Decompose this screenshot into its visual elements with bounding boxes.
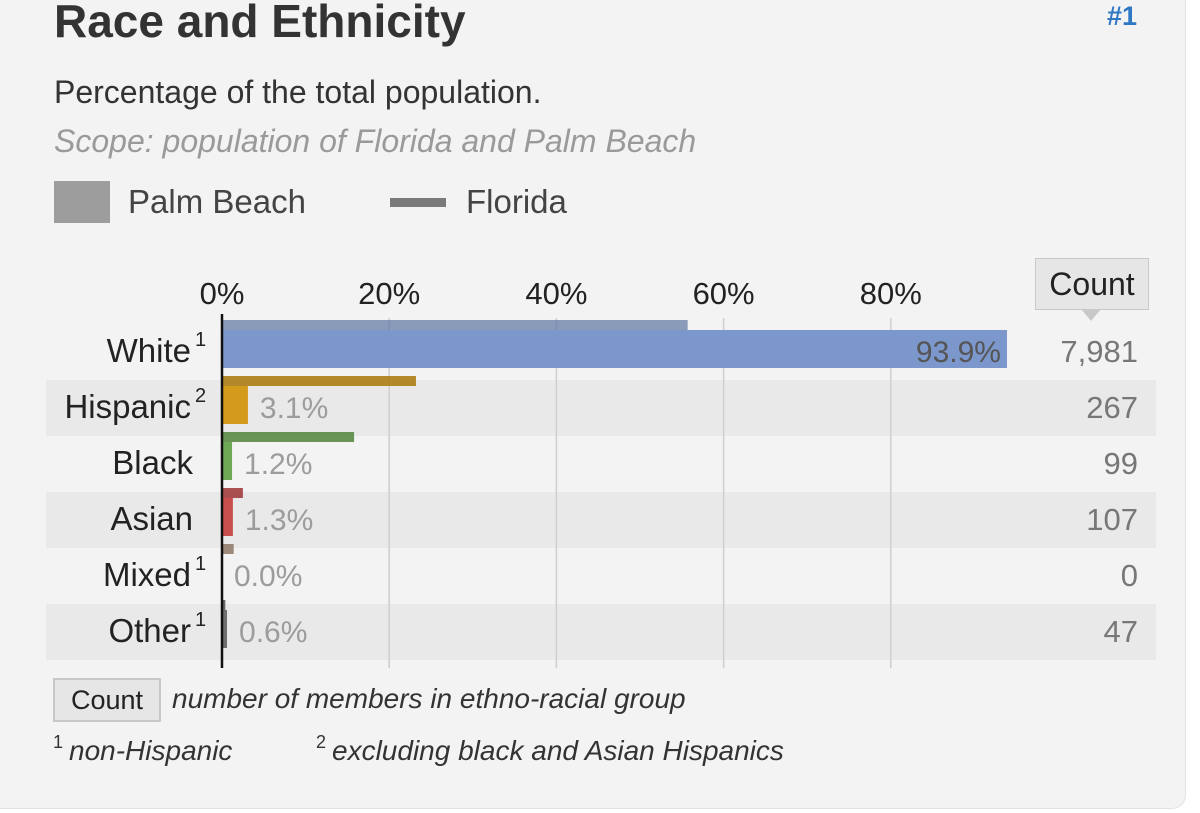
legend-label-florida: Florida bbox=[466, 183, 567, 220]
footnote-1: 1 non-Hispanic bbox=[53, 722, 232, 771]
legend-swatch-florida bbox=[390, 197, 446, 207]
value-label: 3.1% bbox=[260, 392, 328, 425]
florida-bar bbox=[222, 376, 416, 386]
count-value: 47 bbox=[1104, 614, 1138, 649]
palm-beach-bar bbox=[222, 386, 248, 424]
count-value: 0 bbox=[1121, 558, 1138, 593]
legend-swatch-palm-beach bbox=[54, 181, 110, 223]
row-background bbox=[46, 380, 1156, 436]
florida-bar bbox=[222, 320, 688, 330]
rank-link[interactable]: #1 bbox=[1106, 1, 1137, 31]
palm-beach-bar bbox=[222, 498, 233, 536]
palm-beach-bar bbox=[222, 442, 233, 480]
florida-bar bbox=[222, 600, 226, 610]
footnote-2-text: excluding black and Asian Hispanics bbox=[332, 735, 784, 766]
value-label: 0.6% bbox=[239, 616, 307, 649]
value-label: 1.3% bbox=[245, 504, 313, 537]
category-superscript: 1 bbox=[195, 553, 206, 575]
footnote-1-marker: 1 bbox=[53, 732, 64, 752]
category-label: Asian bbox=[110, 500, 193, 537]
count-value: 267 bbox=[1086, 390, 1138, 425]
value-label: 0.0% bbox=[234, 560, 302, 593]
chart-scope: Scope: population of Florida and Palm Be… bbox=[54, 123, 697, 159]
x-tick-label: 80% bbox=[860, 276, 922, 311]
row-background bbox=[46, 492, 1156, 548]
value-label: 93.9% bbox=[916, 336, 1001, 369]
category-label: Other bbox=[108, 612, 191, 649]
x-tick-label: 40% bbox=[525, 276, 587, 311]
count-value: 7,981 bbox=[1060, 334, 1138, 369]
chart-title: Race and Ethnicity bbox=[54, 0, 466, 47]
count-value: 99 bbox=[1104, 446, 1138, 481]
legend-florida: Florida bbox=[390, 180, 567, 224]
chart-subtitle: Percentage of the total population. bbox=[54, 74, 542, 110]
count-value: 107 bbox=[1086, 502, 1138, 537]
x-tick-label: 0% bbox=[200, 276, 245, 311]
footnote-2-marker: 2 bbox=[316, 732, 327, 752]
legend-label-palm-beach: Palm Beach bbox=[128, 183, 306, 220]
row-background bbox=[46, 604, 1156, 660]
florida-bar bbox=[222, 432, 355, 442]
footnote-1-text: non-Hispanic bbox=[69, 735, 233, 766]
footer-count-description: number of members in ethno-racial group bbox=[172, 683, 686, 714]
palm-beach-bar bbox=[222, 330, 1008, 368]
category-superscript: 1 bbox=[195, 329, 206, 351]
x-tick-label: 20% bbox=[358, 276, 420, 311]
category-superscript: 1 bbox=[195, 609, 206, 631]
x-tick-label: 60% bbox=[693, 276, 755, 311]
florida-bar bbox=[222, 544, 234, 554]
count-column-header: Count bbox=[1035, 258, 1149, 321]
category-superscript: 2 bbox=[195, 385, 206, 407]
category-label: Black bbox=[112, 444, 193, 481]
palm-beach-bar bbox=[222, 610, 228, 648]
florida-bar bbox=[222, 488, 243, 498]
category-label: Mixed bbox=[103, 556, 191, 593]
category-label: White bbox=[107, 332, 191, 369]
category-label: Hispanic bbox=[64, 388, 191, 425]
value-label: 1.2% bbox=[244, 448, 312, 481]
footer-count-box: Count bbox=[53, 678, 161, 722]
footnote-2: 2 excluding black and Asian Hispanics bbox=[316, 722, 784, 771]
legend-palm-beach: Palm Beach bbox=[54, 180, 306, 224]
